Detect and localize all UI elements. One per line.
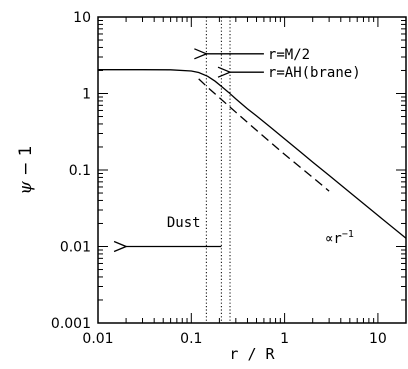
x-axis-label: r / R	[229, 345, 275, 363]
solid-curve	[98, 69, 407, 239]
annotation-label: Dust	[167, 215, 201, 231]
annotation-label: r=AH(brane)	[268, 65, 361, 81]
x-tick-label: 10	[369, 331, 387, 347]
slope-label: ∝r−1	[325, 229, 354, 247]
slope-label-base: ∝r	[325, 231, 342, 247]
y-tick-label: 10	[73, 10, 91, 26]
annotations: r=M/2 r=AH(brane) Dust	[126, 47, 361, 247]
y-axis-rest: − 1	[16, 145, 36, 181]
y-tick-label: 0.01	[60, 240, 91, 256]
slope-label-exponent: −1	[342, 229, 354, 240]
plot-frame	[97, 16, 407, 324]
y-axis-label: ψ − 1	[16, 145, 36, 194]
x-tick-label: 0.01	[82, 331, 113, 347]
y-tick-label: 1	[82, 87, 91, 103]
annotation-label: r=M/2	[268, 47, 310, 63]
y-tick-label: 0.001	[51, 316, 91, 332]
vertical-lines	[205, 17, 231, 323]
y-tick-label: 0.1	[69, 163, 91, 179]
x-tick-label: 1	[280, 331, 289, 347]
data-series	[98, 69, 407, 239]
dashed-curve	[198, 78, 330, 192]
axis-ticks	[97, 16, 407, 324]
y-axis-symbol: ψ	[16, 181, 36, 195]
x-tick-label: 0.1	[180, 331, 202, 347]
